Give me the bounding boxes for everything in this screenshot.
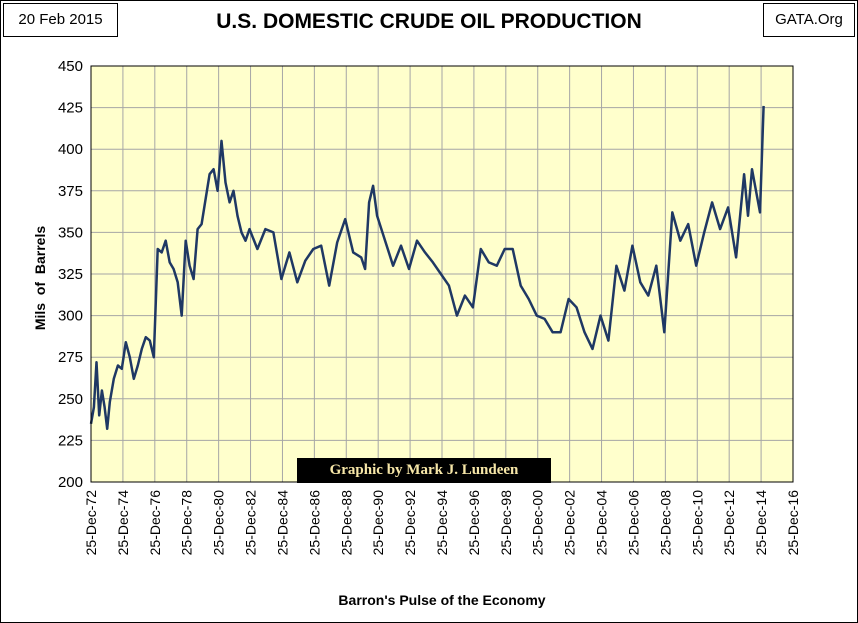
y-tick-label: 325 (58, 266, 83, 283)
y-tick-label: 375 (58, 183, 83, 200)
x-tick-label: 25-Dec-06 (625, 490, 641, 556)
x-tick-label: 25-Dec-78 (179, 490, 195, 556)
source-label: GATA.Org (763, 3, 855, 37)
y-tick-label: 200 (58, 474, 83, 491)
x-tick-label: 25-Dec-98 (498, 490, 514, 556)
x-tick-label: 25-Dec-94 (434, 490, 450, 556)
x-tick-label: 25-Dec-14 (753, 490, 769, 556)
x-tick-label: 25-Dec-80 (211, 490, 227, 556)
y-tick-label: 400 (58, 141, 83, 158)
y-tick-label: 425 (58, 100, 83, 117)
y-tick-label: 300 (58, 308, 83, 325)
x-tick-label: 25-Dec-90 (370, 490, 386, 556)
production-series-line (89, 105, 765, 431)
y-tick-label: 275 (58, 349, 83, 366)
y-axis-label: Mils of Barrels (32, 225, 48, 331)
y-tick-label: 225 (58, 432, 83, 449)
x-tick-label: 25-Dec-86 (306, 490, 322, 556)
x-tick-label: 25-Dec-08 (657, 490, 673, 556)
y-tick-label: 350 (58, 224, 83, 241)
x-tick-label: 25-Dec-00 (530, 490, 546, 556)
x-tick-label: 25-Dec-96 (466, 490, 482, 556)
x-tick-label: 25-Dec-12 (721, 490, 737, 556)
x-tick-label: 25-Dec-04 (594, 490, 610, 556)
x-tick-label: 25-Dec-88 (338, 490, 354, 556)
chart-title: U.S. DOMESTIC CRUDE OIL PRODUCTION (216, 10, 642, 33)
y-tick-label: 450 (58, 58, 83, 75)
x-tick-label: 25-Dec-82 (243, 490, 259, 556)
x-tick-label: 25-Dec-76 (147, 490, 163, 556)
credit-label: Graphic by Mark J. Lundeen (297, 458, 551, 483)
x-axis-tick-labels: 25-Dec-72 25-Dec-74 25-Dec-76 25-Dec-78 25-D… (83, 490, 801, 556)
x-tick-label: 25-Dec-92 (402, 490, 418, 556)
x-axis-label: Barron's Pulse of the Economy (338, 592, 546, 608)
x-tick-label: 25-Dec-84 (274, 490, 290, 556)
x-tick-label: 25-Dec-72 (83, 490, 99, 556)
x-tick-label: 25-Dec-10 (689, 490, 705, 556)
x-tick-label: 25-Dec-16 (785, 490, 801, 556)
y-tick-label: 250 (58, 391, 83, 408)
x-tick-label: 25-Dec-02 (562, 490, 578, 556)
y-axis-tick-labels: 200 225 250 275 300 325 350 375 400 425 450 (58, 58, 83, 491)
x-tick-label: 25-Dec-74 (115, 490, 131, 556)
date-label: 20 Feb 2015 (3, 3, 118, 37)
